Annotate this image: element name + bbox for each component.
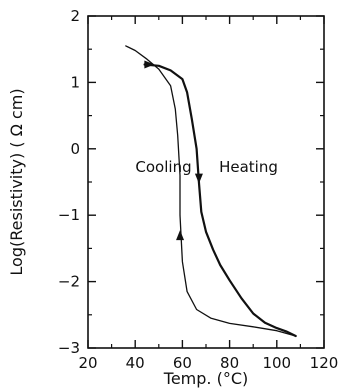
x-tick-label: 100	[262, 354, 291, 372]
plot-frame	[87, 15, 325, 349]
x-tick-label: 40	[126, 354, 145, 372]
annotation-heating: Heating	[219, 158, 278, 176]
y-tick-label: −3	[58, 339, 80, 357]
x-tick-label: 80	[220, 354, 239, 372]
series-layer	[125, 45, 297, 338]
arrow-heating-down	[194, 173, 203, 184]
annotation-layer: Cooling Heating	[135, 158, 277, 176]
arrow-cooling-up	[176, 230, 185, 241]
y-axis-title: Log(Resistivity) ( Ω cm)	[7, 88, 26, 275]
y-tick-label: 0	[70, 140, 80, 158]
series-line-cooling	[125, 45, 297, 337]
x-tick-label: 60	[173, 354, 192, 372]
y-tick-label: −2	[58, 273, 80, 291]
x-axis-title: Temp. (°C)	[163, 369, 248, 388]
arrow-heating-right	[144, 60, 155, 69]
x-tick-label: 20	[78, 354, 97, 372]
y-tick-label: 2	[70, 7, 80, 25]
plot-area: 20 40 60 80 100 120 −3 −2 −1 0 1 2	[58, 7, 338, 372]
y-tick-label: −1	[58, 206, 80, 224]
series-line-heating	[143, 63, 297, 338]
annotation-cooling: Cooling	[135, 158, 191, 176]
y-tick-label: 1	[70, 73, 80, 91]
x-tick-label: 120	[310, 354, 339, 372]
